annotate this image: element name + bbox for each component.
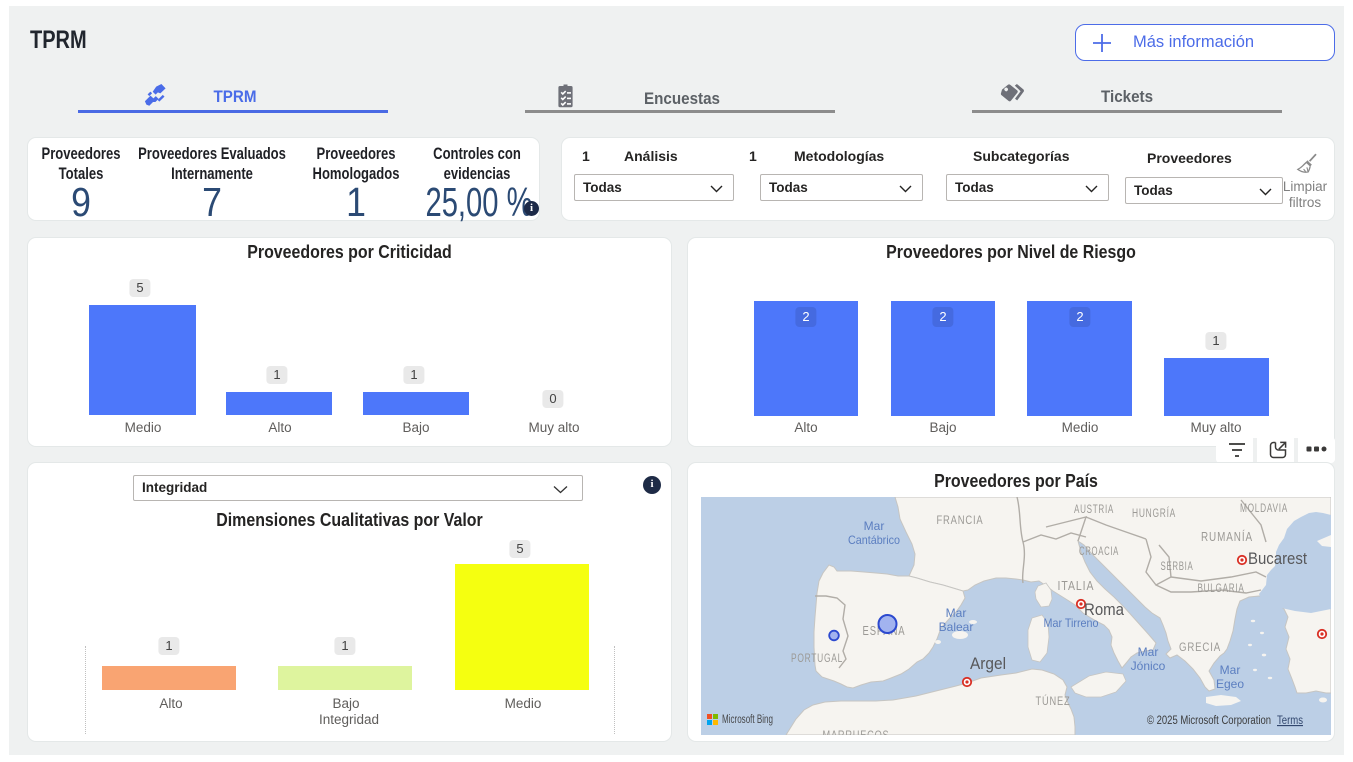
- svg-text:Mar: Mar: [864, 519, 885, 533]
- svg-text:PORTUGAL: PORTUGAL: [791, 653, 843, 665]
- svg-text:SERBIA: SERBIA: [1161, 561, 1194, 573]
- svg-text:Terms: Terms: [1277, 715, 1303, 727]
- svg-text:Cantábrico: Cantábrico: [848, 533, 900, 547]
- svg-text:Jónico: Jónico: [1131, 659, 1166, 673]
- svg-text:FRANCIA: FRANCIA: [937, 515, 984, 527]
- svg-text:Balear: Balear: [939, 620, 974, 634]
- svg-text:CROACIA: CROACIA: [1079, 546, 1119, 558]
- svg-text:Mar: Mar: [946, 606, 967, 620]
- svg-text:Argel: Argel: [970, 655, 1006, 673]
- svg-text:Mar Tirreno: Mar Tirreno: [1044, 616, 1099, 630]
- svg-text:AUSTRIA: AUSTRIA: [1074, 504, 1114, 516]
- svg-text:Mar: Mar: [1220, 663, 1241, 677]
- svg-text:TÚNEZ: TÚNEZ: [1036, 695, 1071, 708]
- svg-text:GRECIA: GRECIA: [1179, 642, 1221, 654]
- svg-text:RUMANÍA: RUMANÍA: [1201, 529, 1253, 544]
- svg-text:MOLDAVIA: MOLDAVIA: [1240, 503, 1288, 515]
- svg-text:Microsoft Bing: Microsoft Bing: [722, 714, 773, 726]
- svg-text:Mar: Mar: [1138, 645, 1159, 659]
- svg-text:HUNGRÍA: HUNGRÍA: [1132, 507, 1176, 520]
- svg-text:Bucarest: Bucarest: [1248, 550, 1307, 568]
- svg-text:Roma: Roma: [1084, 601, 1125, 619]
- svg-text:Egeo: Egeo: [1216, 677, 1244, 691]
- svg-text:© 2025 Microsoft Corporation: © 2025 Microsoft Corporation: [1147, 715, 1271, 727]
- svg-text:BULGARIA: BULGARIA: [1198, 583, 1245, 595]
- svg-text:ITALIA: ITALIA: [1058, 578, 1095, 593]
- svg-text:MARRUECOS: MARRUECOS: [823, 730, 890, 735]
